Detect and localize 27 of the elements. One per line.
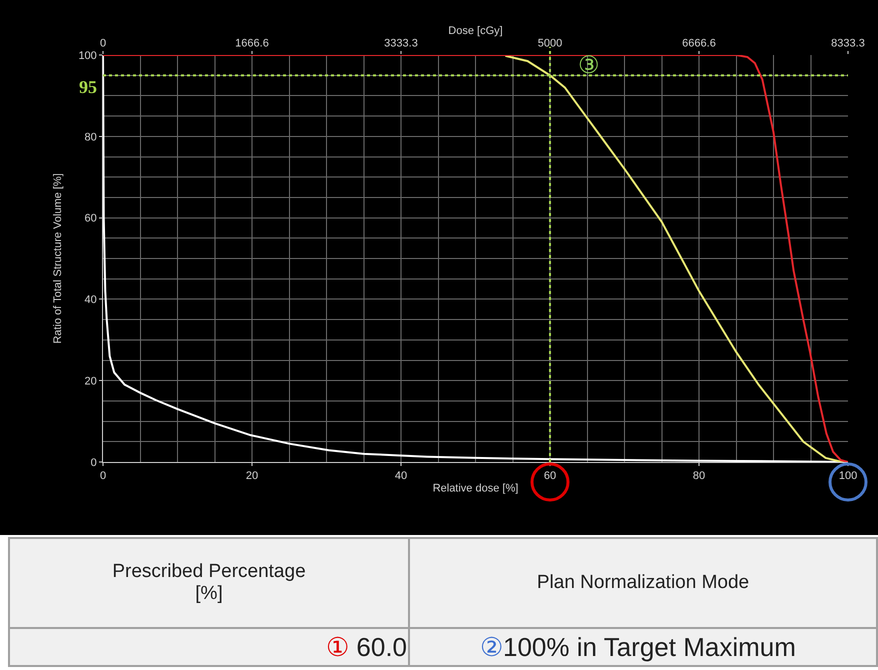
x2-tick-label: 1666.6 bbox=[235, 38, 269, 50]
text: ① 60.0 bbox=[9, 628, 409, 666]
x2-tick-label: 8333.3 bbox=[831, 38, 865, 50]
x2-tick-label: 0 bbox=[100, 38, 106, 50]
x-tick-label: 80 bbox=[692, 470, 706, 482]
x2-tick-label: 5000 bbox=[538, 38, 562, 50]
y-tick-label: 20 bbox=[84, 375, 97, 388]
y-tick-label: 60 bbox=[84, 212, 97, 225]
y-tick-label: 40 bbox=[84, 294, 97, 306]
annotation: ③ bbox=[578, 51, 600, 79]
y-axis-title: Ratio of Total Structure Volume [%] bbox=[52, 173, 64, 344]
x-tick-label: 40 bbox=[394, 470, 408, 482]
x2-axis-title: Dose [cGy] bbox=[448, 25, 503, 38]
text: Prescribed Percentage [%] bbox=[9, 538, 409, 628]
x-tick-label: 60 bbox=[544, 470, 556, 482]
ref-line-label: 95 bbox=[79, 77, 97, 97]
x-axis-title: Relative dose [%] bbox=[432, 482, 518, 494]
y-tick-label: 80 bbox=[84, 131, 97, 144]
x-tick-label: 100 bbox=[838, 470, 858, 482]
x-tick-label: 0 bbox=[100, 470, 106, 482]
text: ②100% in Target Maximum bbox=[409, 628, 877, 666]
text: Plan Normalization Mode bbox=[409, 538, 877, 628]
y-tick-label: 0 bbox=[90, 456, 97, 469]
x-tick-label: 20 bbox=[246, 470, 258, 482]
y-tick-label: 100 bbox=[78, 50, 97, 62]
x2-tick-label: 6666.6 bbox=[682, 38, 716, 50]
x2-tick-label: 3333.3 bbox=[384, 38, 418, 50]
